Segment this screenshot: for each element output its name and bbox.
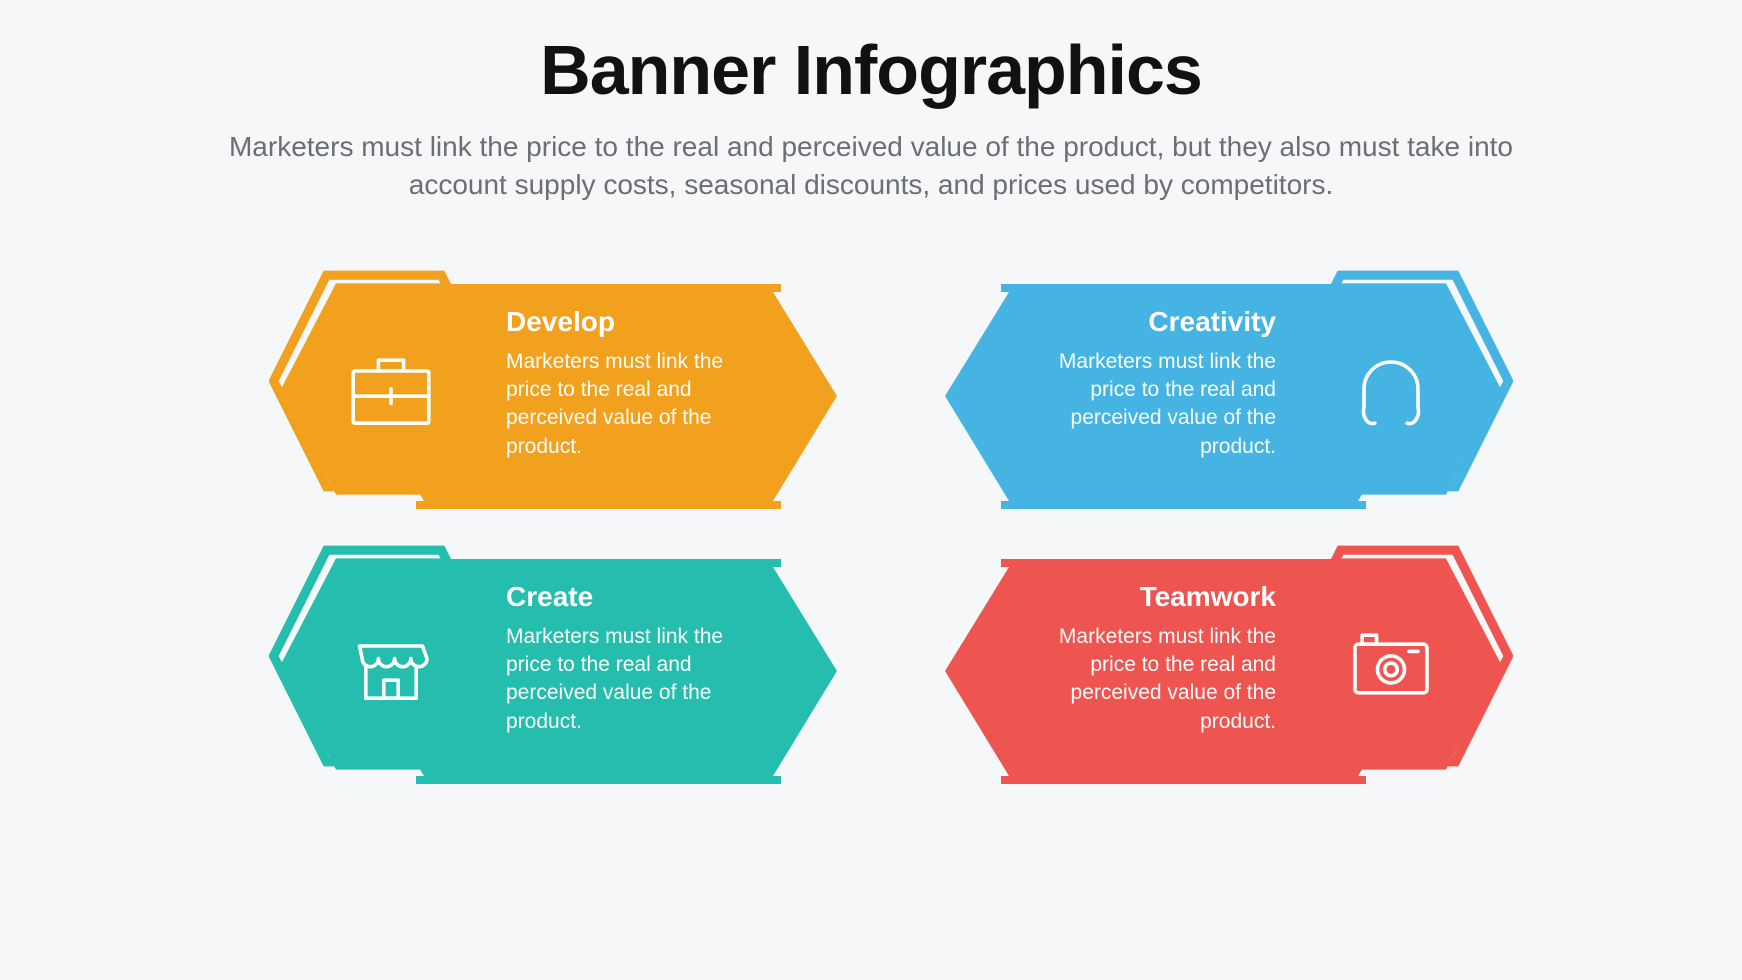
banner-creativity: Creativity Marketers must link the price…: [941, 274, 1501, 509]
banner-title: Teamwork: [1016, 581, 1276, 613]
hex-icon-container: [1281, 554, 1501, 774]
camera-icon: [1346, 619, 1436, 709]
banner-create: Create Marketers must link the price to …: [281, 549, 841, 784]
banner-desc: Marketers must link the price to the rea…: [1016, 623, 1276, 736]
page-subtitle: Marketers must link the price to the rea…: [221, 128, 1521, 204]
infographic-page: Banner Infographics Marketers must link …: [0, 0, 1742, 980]
headphones-icon: [1346, 344, 1436, 434]
banner-teamwork: Teamwork Marketers must link the price t…: [941, 549, 1501, 784]
banner-text: Develop Marketers must link the price to…: [506, 306, 766, 461]
banner-desc: Marketers must link the price to the rea…: [506, 348, 766, 461]
banner-title: Creativity: [1016, 306, 1276, 338]
banner-develop: Develop Marketers must link the price to…: [281, 274, 841, 509]
banner-desc: Marketers must link the price to the rea…: [506, 623, 766, 736]
banner-desc: Marketers must link the price to the rea…: [1016, 348, 1276, 461]
hex-icon-container: [281, 279, 501, 499]
store-icon: [346, 619, 436, 709]
banner-text: Teamwork Marketers must link the price t…: [1016, 581, 1276, 736]
hex-icon-container: [281, 554, 501, 774]
banners-grid: Develop Marketers must link the price to…: [281, 274, 1461, 784]
briefcase-icon: [346, 344, 436, 434]
banner-title: Develop: [506, 306, 766, 338]
page-title: Banner Infographics: [100, 30, 1642, 110]
banner-text: Creativity Marketers must link the price…: [1016, 306, 1276, 461]
banner-title: Create: [506, 581, 766, 613]
hex-icon-container: [1281, 279, 1501, 499]
banner-text: Create Marketers must link the price to …: [506, 581, 766, 736]
